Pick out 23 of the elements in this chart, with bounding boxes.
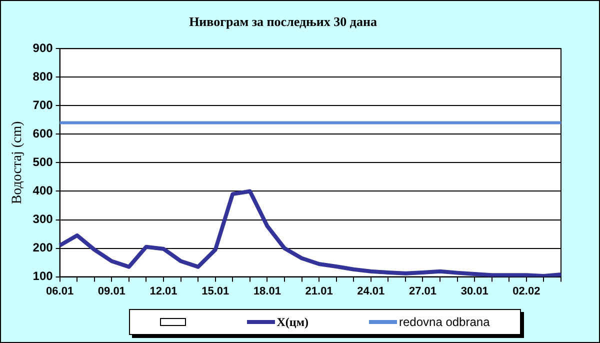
x-tick-label: 21.01 [305,285,333,298]
x-tick-label: 15.01 [202,285,230,298]
x-tick-label: 30.01 [460,285,488,298]
x-tick-label: 12.01 [150,285,178,298]
y-tick-label: 900 [32,40,54,55]
y-tick-label: 800 [32,69,54,84]
legend-label: X(цм) [276,314,308,330]
x-tick-label: 09.01 [98,285,126,298]
y-tick-label: 400 [32,184,54,198]
x-tick-label: 24.01 [357,285,385,298]
y-tick-label: 100 [32,269,54,284]
x-tick-label: 02.02 [512,285,540,298]
y-tick-label: 600 [32,126,54,140]
x-tick-label: 27.01 [408,285,437,298]
y-tick-label: 200 [32,240,54,255]
y-tick-label: 300 [32,212,54,226]
legend-label: redovna odbrana [399,315,490,329]
y-axis-title: Водостај (cm) [10,120,26,204]
x-tick-label: 06.01 [46,285,74,298]
chart-title: Нивограм за последњих 30 дана [189,14,378,30]
y-tick-label: 500 [32,155,54,170]
x-tick-label: 18.01 [253,285,281,298]
y-tick-label: 700 [32,98,54,112]
